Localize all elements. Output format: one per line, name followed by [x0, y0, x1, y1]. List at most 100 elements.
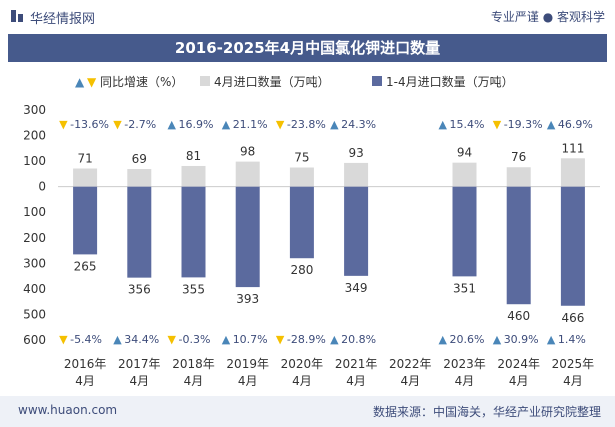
- data-label-april: 111: [561, 141, 584, 155]
- yoy-april-label: 21.1%: [233, 118, 268, 131]
- bar-cumulative: [289, 186, 314, 259]
- yoy-april-label: -13.6%: [70, 118, 109, 131]
- bar-april: [73, 168, 98, 187]
- bar-cumulative: [560, 186, 585, 306]
- yoy-cumulative-label: 30.9%: [504, 333, 539, 346]
- x-tick-label: 4月: [75, 374, 95, 388]
- yoy-cumulative-label: 34.4%: [124, 333, 159, 346]
- x-tick-label: 4月: [129, 374, 149, 388]
- data-label-april: 69: [132, 152, 147, 166]
- legend-label-yoy: 同比增速（%）: [100, 75, 183, 89]
- y-tick-label: 600: [23, 333, 46, 347]
- y-tick-label: 200: [23, 129, 46, 143]
- bar-april: [344, 162, 369, 187]
- bar-april: [452, 162, 477, 187]
- data-label-april: 94: [457, 146, 472, 160]
- brand-name: 华经情报网: [30, 12, 96, 27]
- chart: ▲ ▼ 同比增速（%） 4月进口数量（万吨） 1-4月进口数量（万吨）300200100…: [23, 74, 600, 388]
- bar-cumulative: [506, 186, 531, 305]
- data-label-cumulative: 280: [290, 263, 313, 277]
- bar-april: [181, 165, 206, 187]
- slogan: 专业严谨 ● 客观科学: [490, 10, 605, 24]
- bar-april: [235, 161, 260, 187]
- site-url: www.huaon.com: [18, 403, 118, 417]
- y-tick-label: 500: [23, 307, 46, 321]
- bar-cumulative: [73, 186, 98, 255]
- bar-cumulative: [181, 186, 206, 278]
- bar-cumulative: [452, 186, 477, 277]
- data-label-april: 75: [294, 151, 309, 165]
- data-label-april: 76: [511, 150, 526, 164]
- y-tick-label: 400: [23, 282, 46, 296]
- yoy-april-label: 24.3%: [341, 118, 376, 131]
- x-tick-label: 4月: [509, 374, 529, 388]
- bar-cumulative: [235, 186, 260, 288]
- x-tick-label: 2021年: [335, 357, 378, 371]
- x-tick-label: 2020年: [281, 357, 324, 371]
- yoy-up-icon: ▲: [113, 333, 122, 346]
- yoy-up-icon: ▲: [222, 333, 231, 346]
- yoy-cumulative-label: 10.7%: [233, 333, 268, 346]
- chart-title: 2016-2025年4月中国氯化钾进口数量: [8, 34, 607, 62]
- legend-label-april: 4月进口数量（万吨）: [214, 74, 330, 89]
- yoy-down-icon: ▼: [113, 118, 122, 131]
- x-tick-label: 2017年: [118, 357, 161, 371]
- x-tick-label: 4月: [400, 374, 420, 388]
- yoy-april-label: 16.9%: [179, 118, 214, 131]
- yoy-down-icon: ▼: [168, 333, 177, 346]
- yoy-down-icon: ▼: [59, 118, 68, 131]
- data-label-cumulative: 466: [561, 311, 584, 325]
- data-source: 数据来源：中国海关，华经产业研究院整理: [372, 405, 601, 419]
- yoy-cumulative-label: -5.4%: [70, 333, 102, 346]
- y-tick-label: 100: [23, 205, 46, 219]
- yoy-april-label: -2.7%: [124, 118, 156, 131]
- legend-down-triangle: ▼: [87, 75, 97, 89]
- yoy-cumulative-label: 1.4%: [558, 333, 586, 346]
- legend-swatch-april: [200, 76, 210, 86]
- x-tick-label: 4月: [346, 374, 366, 388]
- yoy-up-icon: ▲: [222, 118, 231, 131]
- yoy-down-icon: ▼: [276, 333, 285, 346]
- yoy-cumulative-label: 20.6%: [450, 333, 485, 346]
- data-label-cumulative: 351: [453, 281, 476, 295]
- logo-icon: [11, 10, 23, 22]
- bar-cumulative: [127, 186, 152, 278]
- x-tick-label: 4月: [455, 374, 475, 388]
- yoy-up-icon: ▲: [547, 118, 556, 131]
- yoy-april-label: -19.3%: [504, 118, 543, 131]
- y-tick-label: 0: [38, 180, 46, 194]
- x-tick-label: 4月: [563, 374, 583, 388]
- yoy-cumulative-label: 20.8%: [341, 333, 376, 346]
- data-label-cumulative: 356: [128, 283, 151, 297]
- yoy-up-icon: ▲: [168, 118, 177, 131]
- yoy-up-icon: ▲: [330, 333, 339, 346]
- yoy-up-icon: ▲: [493, 333, 502, 346]
- footer: www.huaon.com 数据来源：中国海关，华经产业研究院整理: [0, 396, 615, 427]
- bar-cumulative: [344, 186, 369, 276]
- data-label-cumulative: 265: [74, 259, 97, 273]
- x-tick-label: 2025年: [552, 357, 595, 371]
- data-label-cumulative: 349: [345, 281, 368, 295]
- y-tick-label: 100: [23, 154, 46, 168]
- x-tick-label: 2024年: [497, 357, 540, 371]
- data-label-april: 98: [240, 145, 255, 159]
- data-label-cumulative: 460: [507, 309, 530, 323]
- data-label-cumulative: 393: [236, 292, 259, 306]
- x-tick-label: 2018年: [172, 357, 215, 371]
- legend-up-triangle: ▲: [75, 75, 85, 89]
- data-label-april: 71: [77, 152, 92, 166]
- y-tick-label: 300: [23, 256, 46, 270]
- yoy-up-icon: ▲: [330, 118, 339, 131]
- yoy-down-icon: ▼: [493, 118, 502, 131]
- yoy-up-icon: ▲: [439, 333, 448, 346]
- yoy-down-icon: ▼: [276, 118, 285, 131]
- x-tick-label: 2023年: [443, 357, 486, 371]
- y-tick-label: 200: [23, 231, 46, 245]
- legend-swatch-cumulative: [372, 76, 382, 86]
- yoy-cumulative-label: -0.3%: [179, 333, 211, 346]
- yoy-up-icon: ▲: [547, 333, 556, 346]
- yoy-up-icon: ▲: [439, 118, 448, 131]
- x-tick-label: 2016年: [64, 357, 107, 371]
- x-tick-label: 2019年: [226, 357, 269, 371]
- x-tick-label: 4月: [238, 374, 258, 388]
